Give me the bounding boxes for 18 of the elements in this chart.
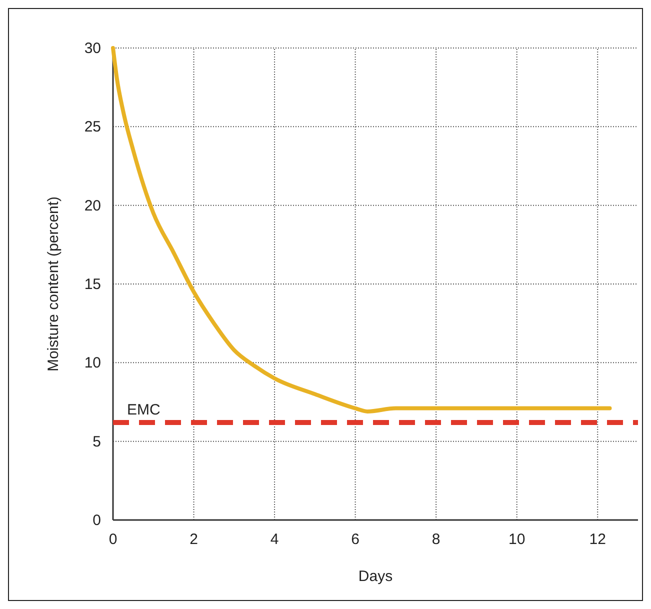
x-tick-label: 12 bbox=[589, 531, 606, 548]
x-tick-label: 4 bbox=[270, 531, 279, 548]
x-axis-title: Days bbox=[358, 568, 393, 585]
y-tick-label: 5 bbox=[92, 433, 101, 450]
y-tick-label: 25 bbox=[84, 118, 101, 136]
x-tick-label: 6 bbox=[351, 531, 360, 548]
ref-line-label: EMC bbox=[127, 401, 160, 418]
y-tick-label: 10 bbox=[84, 354, 101, 372]
line-series bbox=[111, 46, 612, 414]
y-tick-label: 0 bbox=[92, 512, 101, 529]
y-tick-label: 20 bbox=[84, 197, 101, 214]
x-tick-label: 10 bbox=[508, 531, 526, 548]
x-tick-label: 8 bbox=[432, 531, 440, 548]
x-tick-label: 0 bbox=[108, 531, 118, 548]
y-tick-label: 15 bbox=[84, 276, 101, 293]
x-tick-label: 2 bbox=[190, 531, 198, 548]
y-tick-label: 30 bbox=[84, 40, 101, 57]
y-axis-title: Moisture content (percent) bbox=[45, 196, 62, 372]
